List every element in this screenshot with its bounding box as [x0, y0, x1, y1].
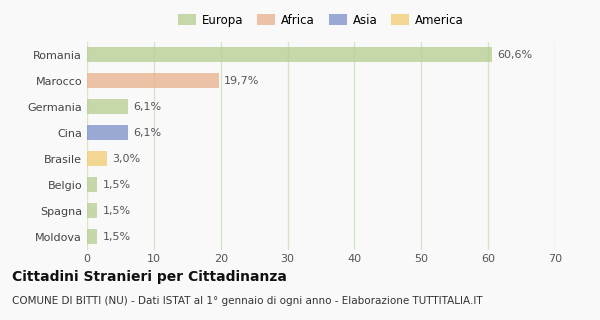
Text: 1,5%: 1,5%: [103, 180, 131, 189]
Bar: [87, 47, 492, 62]
Legend: Europa, Africa, Asia, America: Europa, Africa, Asia, America: [173, 9, 469, 32]
Text: 1,5%: 1,5%: [103, 232, 131, 242]
Bar: [87, 100, 128, 114]
Text: 19,7%: 19,7%: [224, 76, 259, 86]
Bar: [87, 125, 128, 140]
Bar: [87, 74, 219, 88]
Text: Cittadini Stranieri per Cittadinanza: Cittadini Stranieri per Cittadinanza: [12, 270, 287, 284]
Bar: [87, 151, 107, 166]
Text: COMUNE DI BITTI (NU) - Dati ISTAT al 1° gennaio di ogni anno - Elaborazione TUTT: COMUNE DI BITTI (NU) - Dati ISTAT al 1° …: [12, 296, 482, 306]
Text: 60,6%: 60,6%: [497, 50, 533, 60]
Text: 6,1%: 6,1%: [133, 128, 161, 138]
Bar: [87, 178, 97, 192]
Text: 3,0%: 3,0%: [112, 154, 140, 164]
Bar: [87, 204, 97, 218]
Text: 1,5%: 1,5%: [103, 205, 131, 216]
Text: 6,1%: 6,1%: [133, 102, 161, 112]
Bar: [87, 229, 97, 244]
